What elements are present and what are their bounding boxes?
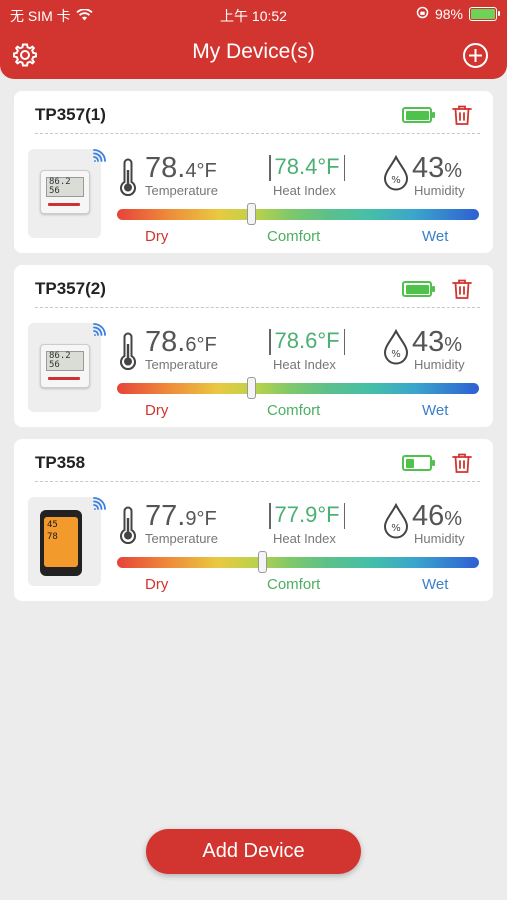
scale-wet-label: Wet [422, 576, 449, 593]
device-sensor-b: 45 78 [40, 510, 82, 576]
device-sensor: 86.2 56 [40, 344, 90, 388]
device-image: 45 78 [28, 497, 106, 586]
device-sensor: 86.2 56 [40, 170, 90, 214]
temperature-label: Temperature [145, 531, 218, 546]
temperature-label: Temperature [145, 183, 218, 198]
heat-index-value: 78.4°F [265, 154, 349, 182]
device-image: 86.2 56 [28, 149, 106, 238]
temperature-value: 78.6°F [145, 326, 217, 358]
lcd-line-2: 56 [49, 360, 60, 370]
scale-dry-label: Dry [145, 228, 169, 245]
scale-dry-label: Dry [145, 402, 169, 419]
humidity-label: Humidity [414, 183, 465, 198]
scale-dry-label: Dry [145, 576, 169, 593]
svg-text:%: % [391, 523, 401, 534]
device-card[interactable]: TP358 45 [14, 439, 493, 601]
svg-text:%: % [391, 349, 401, 360]
trash-icon [452, 279, 472, 299]
carrier-label: 无 SIM 卡 [10, 8, 71, 24]
trash-icon [452, 105, 472, 125]
delete-device-button[interactable] [450, 451, 474, 475]
lcd-line-1: 86.2 [49, 351, 71, 361]
comfort-gauge [117, 551, 479, 573]
comfort-gauge [117, 203, 479, 225]
add-device-button[interactable]: Add Device [146, 829, 361, 874]
device-battery-icon [402, 281, 435, 297]
plus-circle-icon [462, 42, 488, 68]
device-battery-icon [402, 455, 435, 471]
device-name: TP357(1) [35, 105, 106, 124]
device-image: 86.2 56 [28, 323, 106, 412]
svg-text:%: % [391, 175, 401, 186]
humidity-value: 43% [412, 152, 463, 184]
thermometer-icon [120, 506, 136, 544]
temperature-value: 78.4°F [145, 152, 217, 184]
humidity-value: 43% [412, 326, 463, 358]
device-name: TP358 [35, 453, 86, 472]
settings-button[interactable] [10, 40, 40, 70]
orientation-lock-icon [416, 6, 429, 22]
delete-device-button[interactable] [450, 103, 474, 127]
card-divider [35, 307, 480, 308]
humidity-drop-icon: % [383, 155, 409, 191]
scale-wet-label: Wet [422, 402, 449, 419]
scale-wet-label: Wet [422, 228, 449, 245]
add-device-header-button[interactable] [460, 40, 490, 70]
status-right: 98% [416, 6, 500, 22]
wifi-icon [93, 149, 106, 162]
wifi-icon [76, 8, 93, 24]
heat-index-label: Heat Index [273, 531, 336, 546]
comfort-indicator [246, 203, 256, 225]
heat-index-label: Heat Index [273, 357, 336, 372]
status-bar: 无 SIM 卡 上午 10:52 98% [0, 0, 507, 28]
heat-index-value: 77.9°F [265, 502, 349, 530]
battery-percent: 98% [434, 6, 463, 22]
device-battery-icon [402, 107, 435, 123]
humidity-drop-icon: % [383, 329, 409, 365]
card-divider [35, 481, 480, 482]
lcd-line-1: 86.2 [49, 177, 71, 187]
scale-comfort-label: Comfort [267, 228, 321, 245]
trash-icon [452, 453, 472, 473]
wifi-icon [93, 497, 106, 510]
humidity-label: Humidity [414, 531, 465, 546]
device-card[interactable]: TP357(1) [14, 91, 493, 253]
lcd-line-1: 45 [47, 520, 58, 530]
humidity-label: Humidity [414, 357, 465, 372]
heat-index-label: Heat Index [273, 183, 336, 198]
temperature-value: 77.9°F [145, 500, 217, 532]
temperature-label: Temperature [145, 357, 218, 372]
thermometer-icon [120, 332, 136, 370]
comfort-indicator [246, 377, 256, 399]
scale-comfort-label: Comfort [267, 576, 321, 593]
gear-icon [13, 43, 37, 67]
thermometer-icon [120, 158, 136, 196]
status-time: 上午 10:52 [220, 8, 287, 24]
status-battery-icon [469, 7, 500, 21]
comfort-gauge [117, 377, 479, 399]
comfort-indicator [257, 551, 267, 573]
delete-device-button[interactable] [450, 277, 474, 301]
wifi-icon [93, 323, 106, 336]
status-left: 无 SIM 卡 [10, 6, 93, 26]
app-header: 无 SIM 卡 上午 10:52 98% My Device(s) [0, 0, 507, 79]
device-card[interactable]: TP357(2) [14, 265, 493, 427]
card-divider [35, 133, 480, 134]
page-title: My Device(s) [192, 40, 315, 63]
lcd-line-2: 78 [47, 532, 58, 542]
humidity-value: 46% [412, 500, 463, 532]
device-name: TP357(2) [35, 279, 106, 298]
scale-comfort-label: Comfort [267, 402, 321, 419]
humidity-drop-icon: % [383, 503, 409, 539]
lcd-line-2: 56 [49, 186, 60, 196]
heat-index-value: 78.6°F [265, 328, 349, 356]
